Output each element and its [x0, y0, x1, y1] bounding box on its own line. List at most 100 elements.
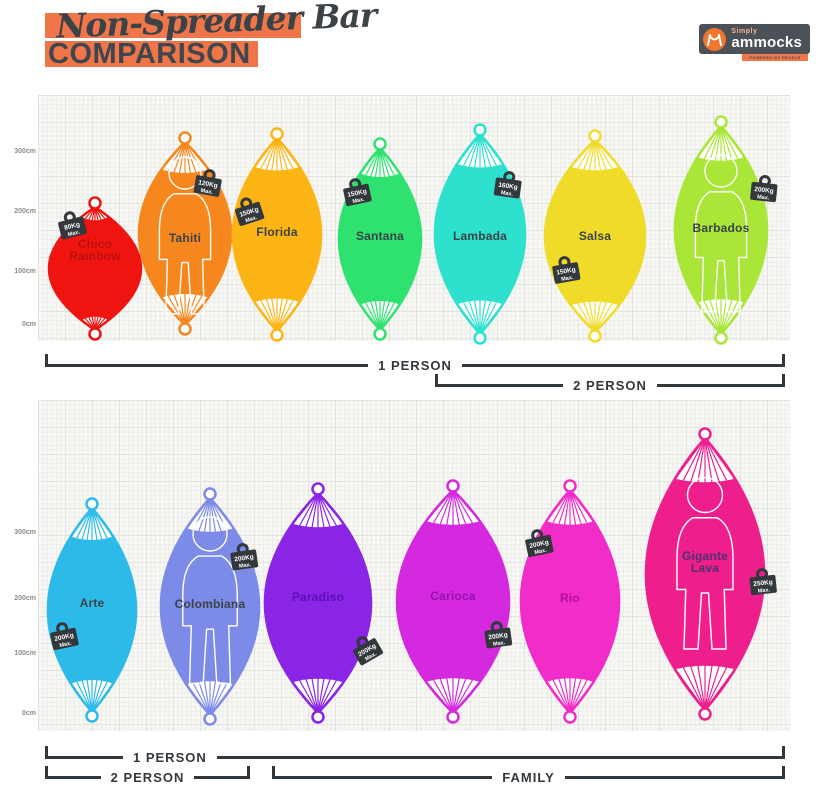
axis-tick-label: 100cm	[14, 268, 36, 275]
page-title: COMPARISON	[48, 38, 251, 70]
weight-tag-value: 200Kg	[488, 632, 508, 642]
weight-tag-suffix: Max.	[534, 548, 548, 557]
hammock-name: Chico Rainbow	[69, 237, 121, 263]
bracket-tick	[45, 746, 48, 759]
weight-tag-suffix: Max.	[245, 215, 259, 225]
hang-ring-bottom	[373, 327, 387, 341]
bracket-tick	[782, 374, 785, 387]
hammock-logo-icon	[703, 27, 727, 51]
person-outline-icon	[158, 156, 212, 315]
brand-prefix: Simply	[731, 28, 758, 35]
weight-tag-suffix: Max.	[239, 562, 252, 570]
bracket-tick	[435, 374, 438, 387]
weight-tag-suffix: Max.	[59, 641, 73, 650]
hammock-name: Rio	[560, 591, 580, 605]
title-highlight-bar-bottom	[45, 41, 258, 67]
weight-tag-value: 200Kg	[54, 632, 75, 643]
title-highlight-bar-top	[45, 13, 301, 38]
hang-ring-top	[311, 482, 325, 496]
hang-ring-bottom	[88, 327, 102, 341]
weight-tag-suffix: Max.	[561, 275, 575, 283]
hang-ring-top	[563, 479, 577, 493]
weight-tag-suffix: Max.	[493, 640, 506, 648]
brand-name: Simply ammocks	[731, 28, 802, 50]
weight-tag-value: 200Kg	[754, 186, 774, 195]
weight-tag-suffix: Max.	[364, 651, 378, 663]
brand-logo: Simply ammocks	[699, 24, 810, 54]
hang-ring-top	[588, 129, 602, 143]
hang-ring-bottom	[473, 331, 487, 345]
bracket-tick	[45, 766, 48, 779]
bracket-label: FAMILY	[502, 770, 555, 785]
weight-tag-value: 200Kg	[234, 554, 254, 564]
bracket-tick	[45, 354, 48, 367]
hammock-pod	[161, 498, 259, 715]
hammock-pod	[48, 508, 136, 712]
axis-tick-label: 300cm	[14, 148, 36, 155]
hang-ring-bottom	[85, 709, 99, 723]
axis-tick-label: 0cm	[21, 710, 36, 717]
hammock-pod	[646, 438, 764, 710]
bracket-tick	[272, 766, 275, 779]
hammock-name: Colombiana	[175, 597, 246, 611]
weight-tag-suffix: Max.	[757, 587, 770, 594]
hammock-pod	[675, 126, 767, 334]
weight-tag-value: 200Kg	[529, 539, 550, 550]
hang-ring-bottom	[270, 328, 284, 342]
hang-ring-bottom	[178, 322, 192, 336]
hammock-name: Florida	[256, 225, 298, 239]
hang-ring-bottom	[563, 710, 577, 724]
weight-tag-value: 80Kg	[64, 221, 81, 232]
bracket-tick	[782, 746, 785, 759]
weight-tag-suffix: Max.	[67, 229, 81, 238]
hang-ring-bottom	[714, 331, 728, 345]
weight-tag-suffix: Max.	[500, 190, 513, 198]
person-outline-icon	[676, 476, 734, 650]
hammock-pod	[397, 490, 509, 713]
weight-tag-value: 150Kg	[347, 188, 368, 199]
weight-tag-suffix: Max.	[200, 188, 214, 196]
bracket-row2-2person: 2 PERSON	[45, 764, 250, 784]
hammock-pod	[265, 493, 371, 713]
axis-tick-label: 200cm	[14, 595, 36, 602]
hammock-name: Paradiso	[292, 590, 344, 604]
hammock-pod	[545, 140, 645, 332]
brand-main: ammocks	[731, 34, 802, 51]
person-outline-icon	[694, 154, 748, 313]
hang-ring-top	[473, 123, 487, 137]
bracket-label: 2 PERSON	[110, 770, 185, 785]
hang-ring-bottom	[311, 710, 325, 724]
hammock-name: Salsa	[579, 229, 611, 243]
panel-bottom: Arte 200Kg Max. Colombiana 200Kg Max. Paradiso…	[38, 400, 790, 731]
hammock-name: Carioca	[430, 589, 476, 603]
hammock-name: Gigante Lava	[682, 549, 728, 575]
hang-ring-bottom	[588, 329, 602, 343]
weight-tag-suffix: Max.	[757, 194, 770, 201]
hang-ring-top	[88, 196, 102, 210]
panel-top: Chico Rainbow 80Kg Max. Tahiti 120Kg Max. Flori…	[38, 95, 790, 345]
axis-tick-label: 200cm	[14, 208, 36, 215]
bracket-label: 2 PERSON	[573, 378, 647, 393]
bracket-row1-2person: 2 PERSON	[435, 372, 785, 392]
